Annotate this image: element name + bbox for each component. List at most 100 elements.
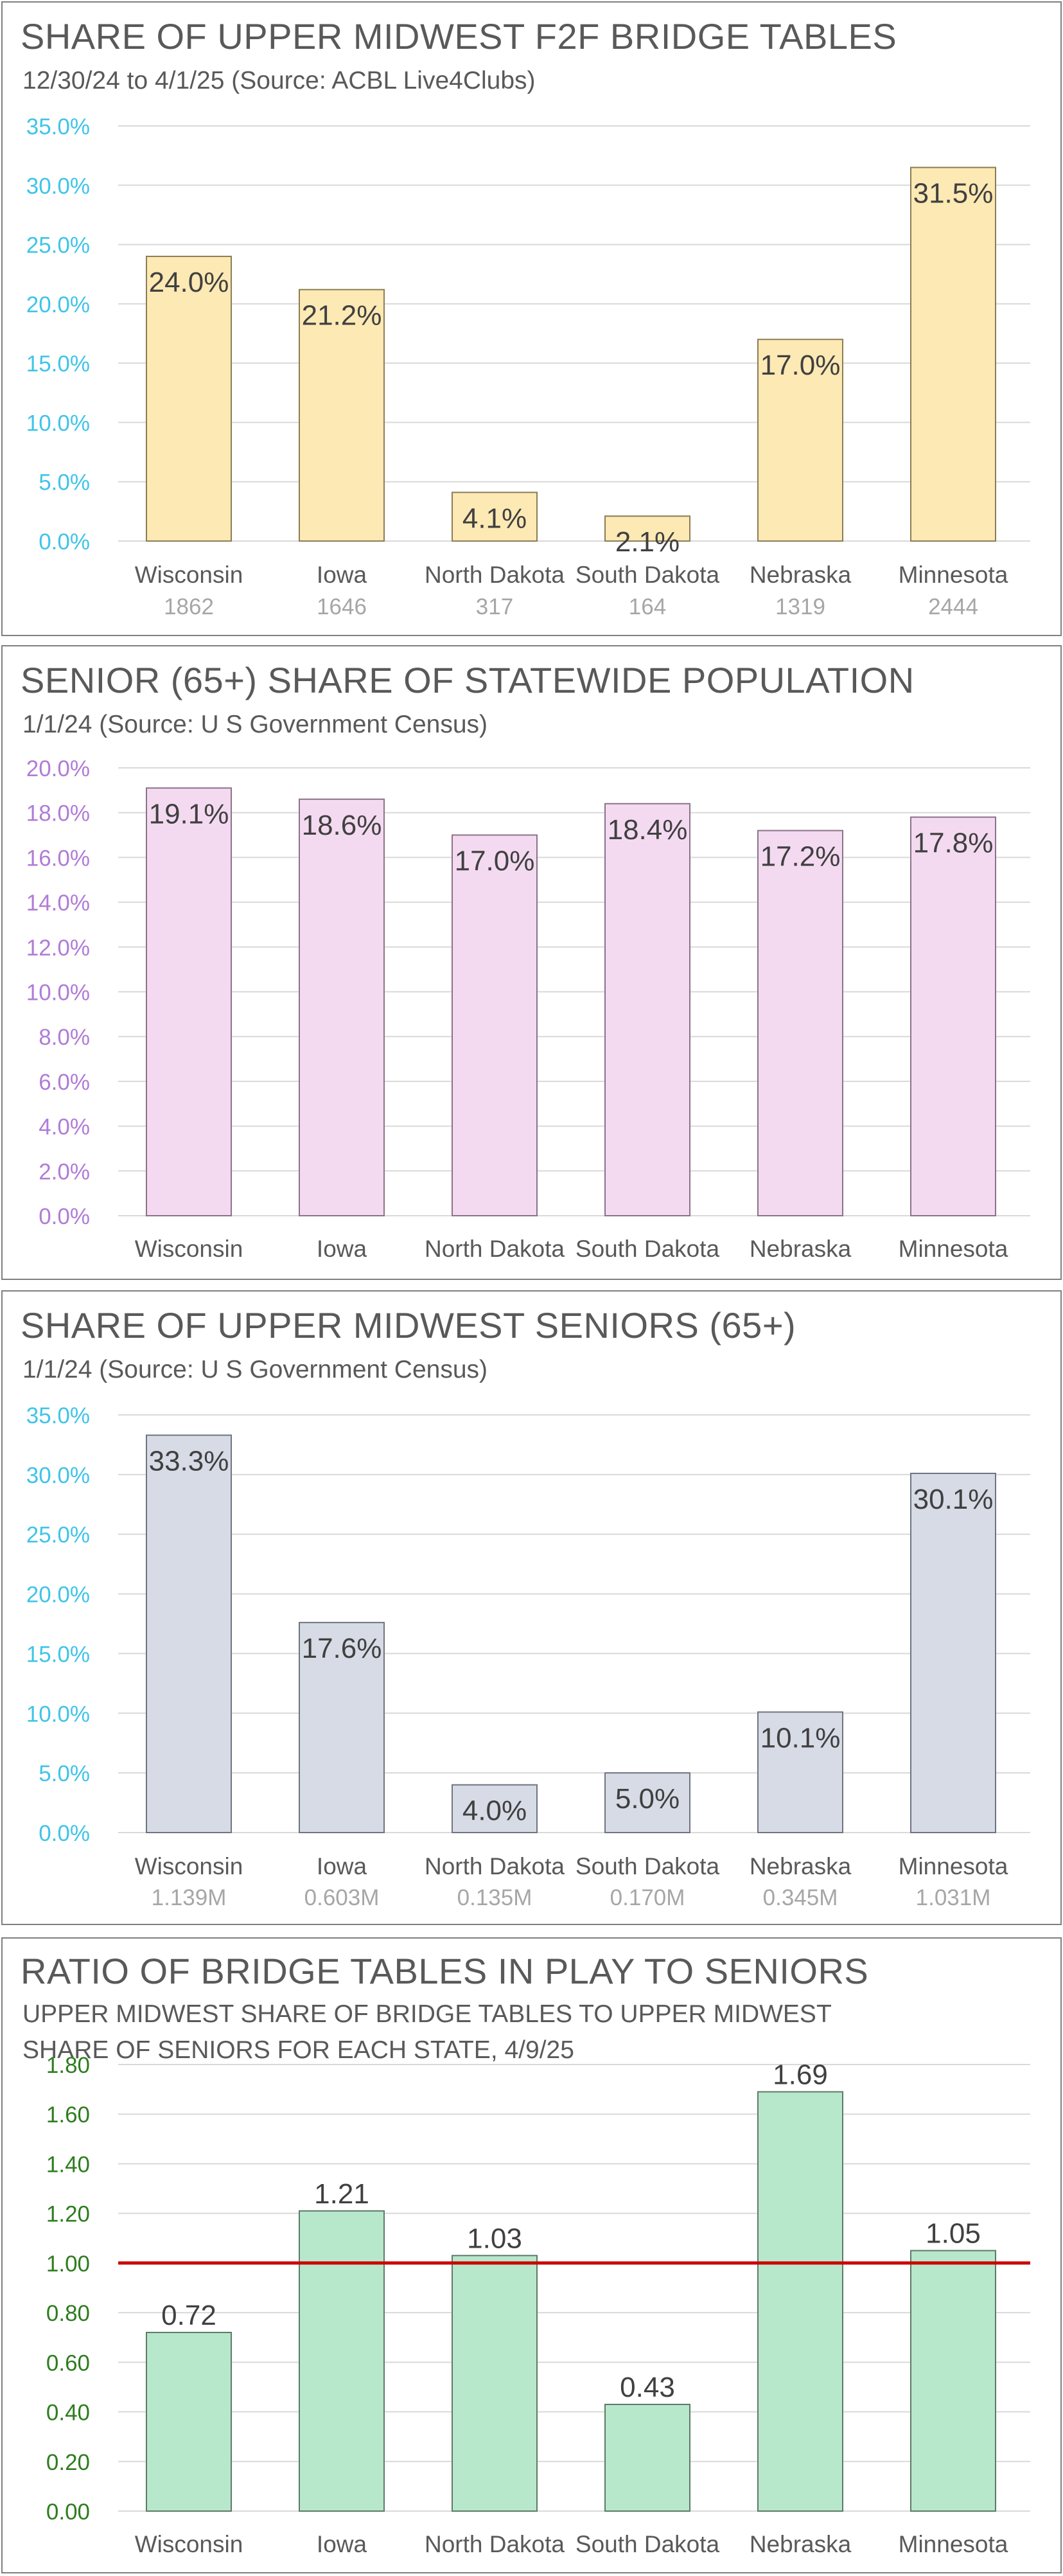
bar [604,803,690,1216]
chart-panel-midwest-seniors-share: SHARE OF UPPER MIDWEST SENIORS (65+) 1/1… [1,1290,1062,1925]
y-tick-label: 1.00 [46,2252,90,2277]
x-category-label: Minnesota [899,2531,1008,2557]
data-label: 0.43 [620,2372,675,2403]
bar-chart-bridge-tables: 0.0% 5.0% 10.0% 15.0% 20.0% 25.0% 30.0% 35.0% 24… [26,114,1030,619]
y-tick-label: 0.20 [46,2450,90,2475]
x-category-label: Nebraska [750,562,852,588]
data-label: 21.2% [302,300,382,332]
data-label: 18.4% [608,814,688,846]
y-tick-label: 0.0% [39,529,90,555]
bar-chart-midwest-seniors-share: 0.0% 5.0% 10.0% 15.0% 20.0% 25.0% 30.0% 35.0% 33… [26,1403,1030,1910]
y-tick-label: 5.0% [39,470,90,495]
bar [910,2250,996,2512]
x-category-label: Iowa [317,1236,367,1262]
data-label: 19.1% [149,798,229,830]
y-tick-label: 20.0% [26,292,90,317]
x-category-label: Iowa [317,1853,367,1879]
chart-title: SHARE OF UPPER MIDWEST F2F BRIDGE TABLES [21,16,897,57]
x-category-sublabel: 317 [476,594,513,619]
x-category-label: North Dakota [425,1853,565,1879]
bar [757,830,843,1216]
y-tick-label: 0.0% [39,1821,90,1846]
y-tick-label: 35.0% [26,114,90,139]
x-category-label: Nebraska [750,2531,852,2557]
y-tick-label: 5.0% [39,1761,90,1786]
chart-title: RATIO OF BRIDGE TABLES IN PLAY TO SENIOR… [21,1951,869,1991]
y-tick-label: 1.60 [46,2102,90,2127]
data-label: 31.5% [913,178,994,209]
chart-panel-senior-share-statewide: SENIOR (65+) SHARE OF STATEWIDE POPULATI… [1,645,1062,1280]
y-tick-label: 25.0% [26,1523,90,1548]
y-tick-label: 0.80 [46,2301,90,2326]
x-category-sublabel: 0.603M [304,1885,380,1910]
x-category-label: Wisconsin [135,562,243,588]
data-label: 17.2% [760,841,841,873]
data-label: 17.8% [913,828,994,859]
y-tick-label: 1.40 [46,2152,90,2177]
y-tick-label: 0.00 [46,2500,90,2525]
x-category-label: Iowa [317,2531,367,2557]
x-category-sublabel: 1319 [775,594,825,619]
chart-subtitle-line-2: SHARE OF SENIORS FOR EACH STATE, 4/9/25 [22,2036,574,2064]
bar [146,1434,232,1834]
y-tick-label: 16.0% [26,846,90,871]
bar [910,1473,996,1833]
y-tick-label: 8.0% [39,1025,90,1050]
bar [452,1784,538,1834]
x-category-label: North Dakota [425,1236,565,1262]
chart-subtitle-line-1: UPPER MIDWEST SHARE OF BRIDGE TABLES TO … [22,2000,832,2028]
data-label: 4.1% [462,502,527,534]
x-category-sublabel: 1862 [164,594,214,619]
bar [757,2091,843,2512]
y-tick-label: 10.0% [26,1701,90,1727]
data-label: 17.6% [302,1633,382,1664]
data-label: 17.0% [455,846,535,877]
bar [299,1622,385,1834]
chart-panel-bridge-tables: SHARE OF UPPER MIDWEST F2F BRIDGE TABLES… [1,1,1062,636]
chart-panel-ratio-tables-to-seniors: RATIO OF BRIDGE TABLES IN PLAY TO SENIOR… [1,1937,1062,2573]
bar [146,256,232,542]
y-tick-label: 25.0% [26,233,90,258]
data-label: 1.69 [773,2059,828,2090]
y-tick-label: 35.0% [26,1403,90,1428]
bar-chart-senior-share-statewide: 0.0% 2.0% 4.0% 6.0% 8.0% 10.0% 12.0% 14.0% 16.0%… [26,756,1030,1262]
y-tick-label: 1.80 [46,2053,90,2078]
y-tick-label: 20.0% [26,1583,90,1608]
chart-title: SENIOR (65+) SHARE OF STATEWIDE POPULATI… [21,660,915,700]
x-category-label: South Dakota [575,2531,720,2557]
y-tick-label: 10.0% [26,981,90,1006]
data-label: 1.21 [314,2178,369,2210]
data-label: 10.1% [760,1722,841,1754]
y-tick-label: 30.0% [26,1463,90,1488]
x-category-label: North Dakota [425,2531,565,2557]
y-tick-label: 12.0% [26,936,90,961]
y-tick-label: 6.0% [39,1070,90,1095]
y-tick-label: 4.0% [39,1115,90,1140]
bar-chart-ratio-tables-to-seniors: 0.00 0.20 0.40 0.60 0.80 1.00 1.20 1.40 1.60 1.80… [46,2053,1030,2557]
x-category-sublabel: 164 [629,594,666,619]
data-label: 18.6% [302,810,382,841]
data-label: 17.0% [760,350,841,381]
x-category-label: Minnesota [899,1236,1008,1262]
bar [910,816,996,1217]
x-category-label: Wisconsin [135,1236,243,1262]
y-tick-label: 18.0% [26,801,90,826]
x-category-sublabel: 0.170M [610,1885,685,1910]
x-category-sublabel: 1646 [317,594,367,619]
y-tick-label: 14.0% [26,891,90,916]
x-category-sublabel: 1.031M [916,1885,991,1910]
y-tick-label: 1.20 [46,2202,90,2227]
y-tick-label: 10.0% [26,411,90,436]
bar [146,787,232,1217]
bar [299,289,385,542]
bar [299,798,385,1217]
bar [604,1772,690,1834]
bar [757,339,843,542]
bar [757,1711,843,1834]
data-label: 5.0% [615,1783,680,1815]
x-category-label: Wisconsin [135,2531,243,2557]
data-label: 24.0% [149,267,229,298]
x-category-label: Minnesota [899,562,1008,588]
chart-subtitle: 12/30/24 to 4/1/25 (Source: ACBL Live4Cl… [22,67,536,94]
x-category-label: Nebraska [750,1236,852,1262]
